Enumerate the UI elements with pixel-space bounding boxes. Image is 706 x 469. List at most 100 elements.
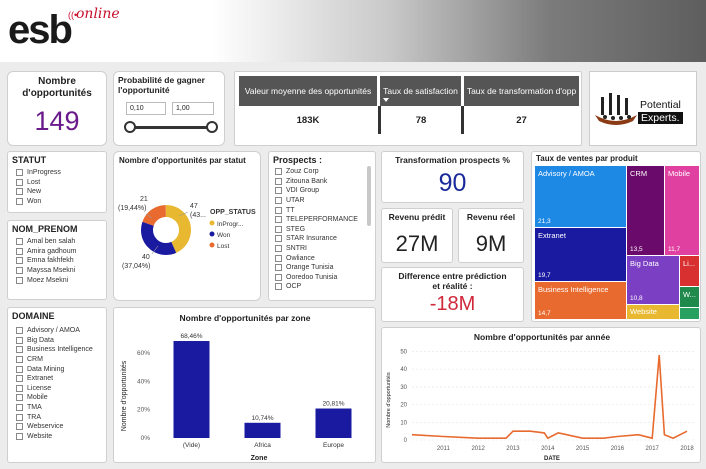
treemap-tile-advisory[interactable]: Advisory / AMOA 21,3: [535, 166, 626, 227]
revenu-reel-card: Revenu réel 9M: [458, 208, 524, 263]
table-header-satisfaction[interactable]: Taux de satisfaction: [379, 76, 461, 106]
statut-option[interactable]: Won: [16, 197, 61, 207]
line-x-tick-label: 2013: [506, 446, 520, 452]
domaine-option[interactable]: Website: [16, 432, 93, 442]
checkbox[interactable]: [275, 283, 282, 291]
checkbox[interactable]: [275, 245, 282, 253]
statut-option[interactable]: New: [16, 187, 61, 197]
domaine-option[interactable]: License: [16, 384, 93, 394]
checkbox[interactable]: [16, 169, 23, 177]
checkbox[interactable]: [275, 197, 282, 205]
line-series: [411, 355, 688, 440]
domaine-option[interactable]: TMA: [16, 403, 93, 413]
domaine-option[interactable]: TRA: [16, 412, 93, 422]
nom-prenom-option[interactable]: Mayssa Msekni: [16, 266, 76, 276]
checkbox[interactable]: [16, 394, 23, 402]
domaine-option[interactable]: Business Intelligence: [16, 345, 93, 355]
checkbox[interactable]: [275, 187, 282, 195]
checkbox[interactable]: [16, 198, 23, 206]
prospect-option[interactable]: Zouz Corp: [275, 167, 358, 177]
domaine-option[interactable]: Big Data: [16, 336, 93, 346]
checkbox[interactable]: [16, 247, 23, 255]
checkbox[interactable]: [275, 177, 282, 185]
prospect-option[interactable]: Ooredoo Tunisia: [275, 273, 358, 283]
treemap-tile-other[interactable]: [680, 308, 699, 319]
prospect-option[interactable]: TT: [275, 205, 358, 215]
checkbox[interactable]: [16, 423, 23, 431]
checkbox[interactable]: [16, 336, 23, 344]
probability-max-input[interactable]: 1,00: [172, 102, 214, 115]
domaine-option[interactable]: Extranet: [16, 374, 93, 384]
revenu-predit-label: Revenu prédit: [388, 212, 446, 222]
treemap-tile-bigdata[interactable]: Big Data 10,8: [627, 256, 679, 304]
checkbox[interactable]: [16, 375, 23, 383]
checkbox[interactable]: [275, 264, 282, 272]
checkbox[interactable]: [275, 273, 282, 281]
bar-chart-xlabel: Zone: [251, 455, 268, 462]
probability-slider-max-handle[interactable]: [206, 121, 218, 133]
checkbox[interactable]: [16, 267, 23, 275]
esb-online-logo: esb ((• online: [8, 4, 128, 56]
checkbox[interactable]: [16, 404, 23, 412]
treemap-tile-license[interactable]: Li...: [680, 256, 699, 286]
prospect-option[interactable]: UTAR: [275, 196, 358, 206]
treemap-tile-extranet[interactable]: Extranet 19,7: [535, 228, 626, 281]
nom-prenom-option[interactable]: Emna fakhfekh: [16, 256, 76, 266]
checkbox[interactable]: [16, 238, 23, 246]
nom-prenom-option[interactable]: Moez Msekni: [16, 275, 76, 285]
checkbox[interactable]: [16, 188, 23, 196]
prospects-scrollbar[interactable]: [367, 166, 371, 226]
prospect-option[interactable]: STAR Insurance: [275, 234, 358, 244]
checkbox[interactable]: [16, 276, 23, 284]
sort-down-icon: [383, 98, 389, 102]
checkbox[interactable]: [16, 413, 23, 421]
nom-prenom-option[interactable]: Amira gadhoum: [16, 247, 76, 257]
checkbox[interactable]: [16, 327, 23, 335]
prospect-option[interactable]: Orange Tunisia: [275, 263, 358, 273]
checkbox[interactable]: [275, 225, 282, 233]
domaine-option[interactable]: CRM: [16, 355, 93, 365]
statut-option[interactable]: InProgress: [16, 168, 61, 178]
prospect-option[interactable]: Zitouna Bank: [275, 177, 358, 187]
checkbox[interactable]: [16, 178, 23, 186]
probability-slider-min-handle[interactable]: [124, 121, 136, 133]
domaine-option[interactable]: Advisory / AMOA: [16, 326, 93, 336]
donut-legend-lost[interactable]: Lost: [217, 243, 229, 250]
donut-legend-won[interactable]: Won: [217, 232, 231, 239]
nom-prenom-option[interactable]: Amal ben salah: [16, 237, 76, 247]
treemap-tile-mobile[interactable]: Mobile 11,7: [665, 166, 699, 255]
checkbox[interactable]: [275, 168, 282, 176]
prospect-option[interactable]: STEG: [275, 225, 358, 235]
treemap-tile-bi[interactable]: Business Intelligence 14,7: [535, 282, 626, 319]
table-header-transformation[interactable]: Taux de transformation d'opp: [463, 76, 579, 106]
prospect-option[interactable]: SNTRI: [275, 244, 358, 254]
prospect-option[interactable]: VDI Group: [275, 186, 358, 196]
checkbox[interactable]: [275, 216, 282, 224]
treemap-tile-webservice[interactable]: W...: [680, 287, 699, 307]
table-header-avg-value[interactable]: Valeur moyenne des opportunités: [239, 76, 377, 106]
domaine-option[interactable]: Data Mining: [16, 364, 93, 374]
donut-segment-lost[interactable]: [141, 205, 191, 255]
domaine-option[interactable]: Mobile: [16, 393, 93, 403]
checkbox[interactable]: [16, 356, 23, 364]
treemap-tile-crm[interactable]: CRM 13,5: [627, 166, 664, 255]
checkbox[interactable]: [16, 257, 23, 265]
checkbox[interactable]: [16, 346, 23, 354]
checkbox[interactable]: [16, 384, 23, 392]
checkbox[interactable]: [275, 206, 282, 214]
donut-segment-won[interactable]: [141, 205, 191, 255]
checkbox[interactable]: [275, 235, 282, 243]
domaine-option[interactable]: Webservice: [16, 422, 93, 432]
domaine-option-label: TRA: [27, 413, 41, 421]
prospect-option-label: TT: [286, 206, 295, 214]
treemap-tile-website[interactable]: Website: [627, 305, 679, 319]
probability-min-input[interactable]: 0,10: [126, 102, 166, 115]
prospect-option[interactable]: OCP: [275, 282, 358, 292]
checkbox[interactable]: [16, 365, 23, 373]
checkbox[interactable]: [275, 254, 282, 262]
checkbox[interactable]: [16, 432, 23, 440]
donut-legend-inprogress[interactable]: InProgr...: [217, 221, 244, 228]
prospect-option[interactable]: TELEPERFORMANCE: [275, 215, 358, 225]
prospect-option[interactable]: Owliance: [275, 253, 358, 263]
statut-option[interactable]: Lost: [16, 178, 61, 188]
